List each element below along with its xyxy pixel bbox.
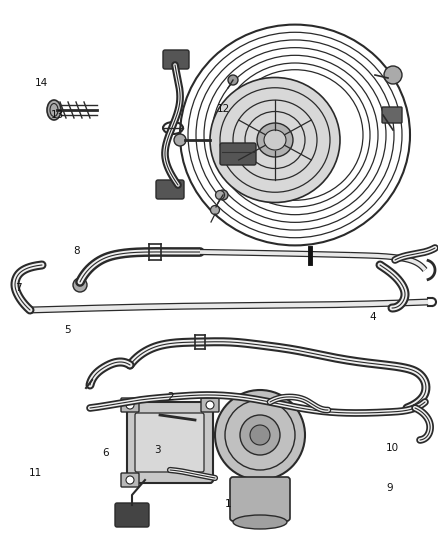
FancyBboxPatch shape: [121, 473, 139, 487]
Ellipse shape: [211, 206, 219, 214]
FancyBboxPatch shape: [230, 477, 290, 521]
Ellipse shape: [218, 190, 228, 200]
Text: 6: 6: [102, 448, 109, 458]
Ellipse shape: [215, 190, 225, 199]
Circle shape: [215, 390, 305, 480]
FancyBboxPatch shape: [220, 143, 256, 165]
Ellipse shape: [174, 134, 186, 146]
Circle shape: [250, 425, 270, 445]
Circle shape: [126, 401, 134, 409]
Text: 5: 5: [64, 326, 71, 335]
FancyBboxPatch shape: [121, 398, 139, 412]
Text: 9: 9: [386, 483, 393, 492]
Ellipse shape: [47, 100, 61, 120]
Text: 14: 14: [35, 78, 48, 87]
FancyBboxPatch shape: [127, 402, 213, 483]
Ellipse shape: [210, 77, 340, 203]
Text: 10: 10: [385, 443, 399, 453]
Text: 11: 11: [29, 469, 42, 478]
Text: 13: 13: [50, 110, 64, 119]
Circle shape: [206, 401, 214, 409]
Text: 1: 1: [224, 499, 231, 508]
Ellipse shape: [384, 66, 402, 84]
FancyBboxPatch shape: [115, 503, 149, 527]
Text: 4: 4: [369, 312, 376, 322]
Ellipse shape: [73, 278, 87, 292]
FancyBboxPatch shape: [135, 413, 204, 472]
Text: 7: 7: [15, 283, 22, 293]
Text: 12: 12: [217, 104, 230, 114]
Text: 2: 2: [167, 392, 174, 402]
Ellipse shape: [264, 130, 286, 150]
FancyBboxPatch shape: [382, 107, 402, 123]
Text: 8: 8: [73, 246, 80, 255]
FancyBboxPatch shape: [156, 180, 184, 199]
FancyBboxPatch shape: [163, 50, 189, 69]
Ellipse shape: [228, 75, 238, 85]
Ellipse shape: [257, 123, 293, 157]
Ellipse shape: [233, 515, 287, 529]
Circle shape: [126, 476, 134, 484]
Text: 3: 3: [154, 446, 161, 455]
FancyBboxPatch shape: [201, 398, 219, 412]
Circle shape: [240, 415, 280, 455]
